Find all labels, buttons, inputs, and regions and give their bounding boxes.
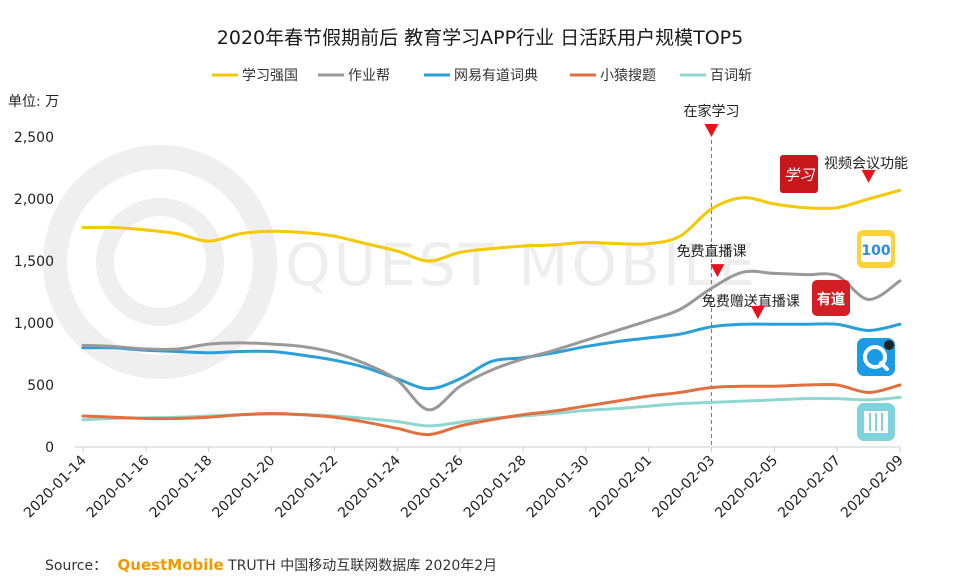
y-tick-label: 2,500 — [14, 130, 54, 146]
x-tick-label: 2020-02-09 — [838, 453, 907, 522]
x-tick-label: 2020-01-20 — [210, 453, 279, 522]
x-tick-label: 2020-02-03 — [649, 453, 718, 522]
watermark-ring-icon — [43, 145, 277, 379]
x-tick-label: 2020-01-22 — [272, 453, 341, 522]
legend-label: 学习强国 — [242, 68, 298, 84]
series-layer — [81, 188, 902, 437]
chart-title: 2020年春节假期前后 教育学习APP行业 日活跃用户规模TOP5 — [217, 27, 743, 49]
annotation-home-study: 在家学习 — [683, 103, 739, 120]
svg-text:学习: 学习 — [784, 166, 816, 184]
x-tick-label: 2020-02-05 — [712, 453, 781, 522]
y-axis: 0 500 1,000 1,500 2,000 2,500 — [14, 130, 54, 456]
legend-label: 网易有道词典 — [454, 68, 538, 84]
legend-label: 小猿搜题 — [600, 68, 656, 84]
annotation-free-gift-live: 免费赠送直播课 — [702, 293, 800, 310]
series-line — [81, 269, 902, 412]
x-axis: 2020-01-142020-01-162020-01-182020-01-20… — [21, 447, 907, 521]
legend-label: 百词斩 — [710, 68, 752, 84]
series-line — [81, 382, 902, 437]
youdao-dictionary-app-icon: 有道 — [812, 280, 850, 316]
watermark: QUEST MOBILE — [43, 145, 755, 379]
series-line — [81, 188, 902, 263]
x-tick-label: 2020-01-16 — [84, 452, 153, 521]
x-tick-label: 2020-01-24 — [335, 452, 404, 521]
xuexiqiangguo-app-icon: 学习 — [780, 155, 818, 193]
questmobile-brand: QuestMobile — [118, 556, 224, 574]
baicizhan-app-icon — [857, 403, 895, 441]
y-tick-label: 1,000 — [14, 316, 54, 332]
legend-item: 网易有道词典 — [424, 68, 538, 84]
free-gift-live-arrow-icon — [750, 306, 765, 319]
video-meeting-arrow-icon — [861, 169, 876, 183]
y-tick-label: 500 — [27, 378, 54, 394]
legend-item: 小猿搜题 — [570, 68, 656, 84]
x-tick-label: 2020-01-30 — [524, 453, 593, 522]
legend-item: 百词斩 — [680, 68, 752, 84]
y-tick-label: 0 — [45, 440, 54, 456]
unit-label: 单位: 万 — [8, 94, 59, 110]
annotation-layer: 在家学习 视频会议功能 免费直播课 免费赠送直播课 — [676, 103, 908, 319]
x-tick-label: 2020-02-01 — [587, 453, 656, 522]
watermark-inner-ring-icon — [96, 198, 224, 326]
legend-label: 作业帮 — [348, 68, 390, 84]
y-tick-label: 1,500 — [14, 254, 54, 270]
x-tick-label: 2020-02-07 — [775, 453, 844, 522]
annotation-free-live: 免费直播课 — [676, 243, 746, 260]
x-tick-label: 2020-01-28 — [461, 453, 530, 522]
x-tick-label: 2020-01-14 — [21, 452, 90, 521]
x-tick-label: 2020-01-26 — [398, 452, 467, 521]
free-live-arrow-icon — [710, 264, 725, 278]
home-study-arrow-icon — [704, 124, 719, 137]
series-line — [81, 322, 902, 391]
svg-text:有道: 有道 — [817, 291, 845, 308]
annotation-video-meeting: 视频会议功能 — [824, 156, 908, 172]
series-line — [81, 395, 902, 428]
legend-item: 学习强国 — [212, 68, 298, 84]
legend-item: 作业帮 — [318, 68, 390, 84]
zuoyebang-app-icon: 100 — [857, 230, 895, 268]
source-label: Source： QuestMobile TRUTH 中国移动互联网数据库 202… — [45, 556, 497, 574]
xiaoyuan-soti-app-icon — [857, 338, 895, 376]
x-tick-label: 2020-01-18 — [147, 453, 216, 522]
legend: 学习强国 作业帮 网易有道词典 小猿搜题 百词斩 — [212, 68, 752, 84]
svg-text:100: 100 — [861, 243, 890, 259]
y-tick-label: 2,000 — [14, 192, 54, 208]
